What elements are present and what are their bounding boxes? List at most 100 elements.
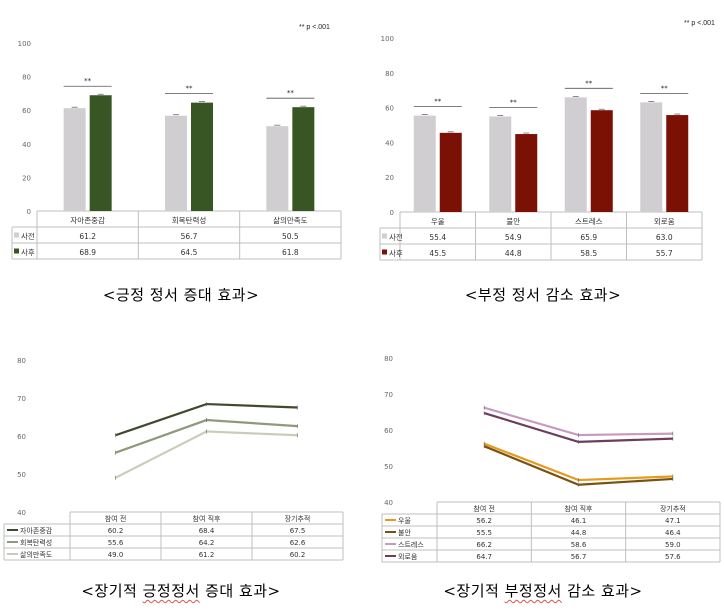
data-label: 49.0 — [108, 551, 124, 559]
x-tick-label: 불안 — [506, 216, 520, 226]
y-tick-label: 40 — [22, 141, 31, 149]
legend-label: 자아존중감 — [20, 526, 53, 535]
bar — [590, 110, 613, 212]
caption-longterm-positive: <장기적 긍정정서 증대 효과> — [81, 582, 281, 600]
x-tick-label: 참여 직후 — [193, 514, 222, 523]
data-label: 64.2 — [199, 539, 215, 547]
y-tick-label: 80 — [384, 355, 393, 363]
data-label: 50.5 — [282, 232, 299, 241]
y-tick-label: 60 — [17, 433, 26, 441]
data-label: 60.2 — [108, 527, 124, 535]
data-label: 59.0 — [665, 541, 681, 549]
significance-note-1: ** p <.001 — [299, 24, 330, 31]
data-label: 44.8 — [571, 529, 587, 537]
y-tick-label: 80 — [17, 357, 26, 365]
y-tick-label: 40 — [17, 509, 26, 517]
legend-label: 사전 — [21, 231, 35, 241]
y-tick-label: 50 — [384, 463, 393, 471]
x-tick-label: 장기추적 — [285, 514, 311, 523]
y-tick-label: 20 — [385, 174, 394, 182]
bar — [266, 126, 289, 211]
data-label: 45.5 — [429, 249, 446, 258]
caption-negative: <부정 정서 감소 효과> — [464, 286, 622, 304]
x-tick-label: 외로움 — [654, 216, 675, 226]
data-label: 68.4 — [199, 527, 215, 535]
significance-marker: ** — [510, 98, 518, 106]
series-line — [483, 412, 673, 443]
legend-label: 스트레스 — [398, 540, 424, 549]
y-tick-label: 100 — [381, 35, 394, 43]
data-label: 55.7 — [656, 249, 673, 258]
legend-label: 불안 — [398, 528, 411, 537]
y-tick-label: 70 — [384, 391, 393, 399]
data-label: 64.5 — [181, 248, 198, 257]
y-tick-label: 40 — [385, 139, 394, 147]
legend-swatch — [14, 248, 19, 254]
data-label: 54.9 — [505, 233, 522, 242]
x-tick-label: 우울 — [431, 217, 445, 226]
data-label: 61.8 — [282, 248, 299, 257]
caption-longterm-negative: <장기적 부정정서 감소 효과> — [443, 582, 643, 600]
data-label: 61.2 — [199, 551, 215, 559]
legend-label: 사후 — [389, 249, 403, 258]
significance-marker: ** — [434, 98, 442, 106]
bar — [564, 97, 587, 212]
y-tick-label: 50 — [17, 471, 26, 479]
bar — [666, 115, 689, 212]
legend-swatch — [14, 232, 19, 238]
data-label: 56.7 — [181, 232, 198, 241]
y-tick-label: 100 — [18, 40, 31, 48]
legend-label: 삶의만족도 — [20, 550, 53, 559]
series-line — [483, 442, 673, 482]
caption-positive: <긍정 정서 증대 효과> — [102, 286, 260, 304]
bar — [63, 108, 86, 211]
bar — [292, 107, 315, 211]
chart-positive-emotion: 0 20 40 60 80 100 자아존중감 61.2 68.9 ** 회복탄력성 56.7 64.5… — [11, 40, 342, 260]
legend-swatch — [382, 233, 387, 239]
bar — [515, 134, 538, 212]
x-tick-label: 자아존중감 — [70, 215, 105, 225]
significance-marker: ** — [186, 85, 194, 93]
data-label: 46.1 — [571, 517, 587, 525]
data-label: 56.2 — [476, 517, 492, 525]
bar — [413, 115, 436, 212]
legend-label: 외로움 — [398, 552, 418, 561]
significance-note-2: ** p <.001 — [684, 20, 715, 27]
data-label: 65.9 — [580, 233, 597, 242]
x-tick-label: 참여 직후 — [565, 504, 594, 513]
bar — [439, 132, 462, 212]
y-tick-label: 20 — [22, 174, 31, 182]
legend-label: 사후 — [21, 248, 35, 257]
x-tick-label: 참여 전 — [105, 514, 127, 523]
significance-marker: ** — [661, 84, 669, 92]
data-label: 63.0 — [656, 233, 673, 242]
y-tick-label: 70 — [17, 395, 26, 403]
bar — [89, 95, 112, 211]
legend-label: 우울 — [398, 517, 411, 525]
data-label: 64.7 — [476, 553, 492, 561]
data-label: 67.5 — [290, 527, 306, 535]
data-label: 55.6 — [108, 539, 124, 547]
significance-marker: ** — [84, 77, 92, 85]
y-tick-label: 60 — [385, 105, 394, 113]
y-tick-label: 0 — [390, 209, 394, 217]
data-label: 56.7 — [571, 553, 587, 561]
y-tick-label: 80 — [385, 70, 394, 78]
y-tick-label: 80 — [22, 74, 31, 82]
y-tick-label: 40 — [384, 499, 393, 507]
chart-negative-emotion: 0 20 40 60 80 100 우울 55.4 45.5 ** 불안 54.9 44.8 ** 스트레스… — [379, 35, 703, 261]
bar — [640, 102, 663, 212]
legend-swatch — [382, 249, 387, 255]
x-tick-label: 장기추적 — [660, 504, 686, 513]
data-label: 66.2 — [476, 541, 492, 549]
data-label: 60.2 — [290, 551, 306, 559]
significance-marker: ** — [287, 89, 295, 97]
data-label: 46.4 — [665, 529, 681, 537]
data-label: 55.5 — [476, 529, 492, 537]
bar — [165, 115, 187, 211]
data-label: 55.4 — [429, 233, 446, 242]
legend-label: 회복탄력성 — [20, 538, 52, 547]
x-tick-label: 삶의만족도 — [273, 215, 308, 225]
